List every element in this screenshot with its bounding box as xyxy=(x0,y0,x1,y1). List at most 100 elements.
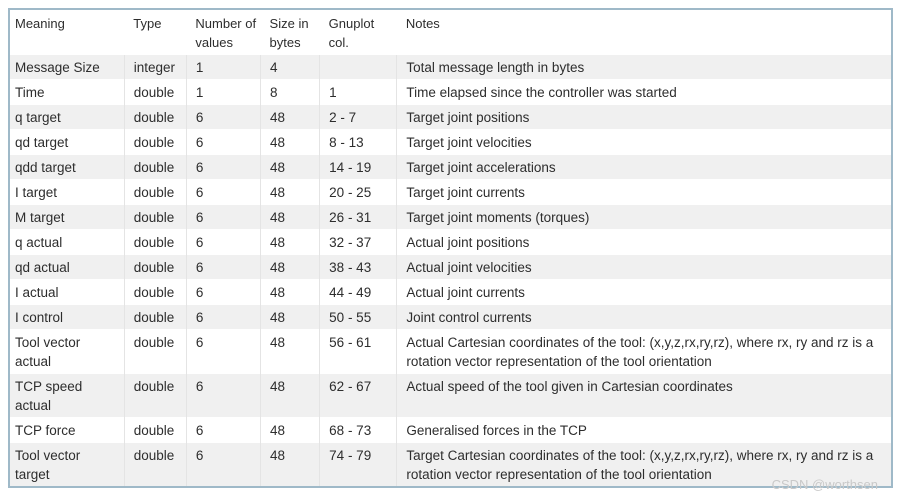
cell-meaning: M target xyxy=(9,204,125,230)
cell-gnuplot: 50 - 55 xyxy=(319,304,397,330)
cell-size_bytes: 8 xyxy=(260,79,320,105)
cell-size_bytes: 48 xyxy=(260,154,320,180)
cell-num_values: 6 xyxy=(185,154,261,180)
table-row: Message Size integer 1 4 Total message lengt… xyxy=(9,54,892,80)
cell-type: double xyxy=(123,279,187,305)
message-format-table: Meaning Type Number of values Size in bytes… xyxy=(8,8,893,488)
cell-size_bytes: 48 xyxy=(260,129,320,155)
cell-size_bytes: 48 xyxy=(260,254,320,280)
cell-size_bytes: 48 xyxy=(260,304,320,330)
cell-type: double xyxy=(123,79,187,105)
column-header-size_bytes: Size in bytes xyxy=(260,9,320,55)
cell-notes: Actual joint positions xyxy=(396,229,892,255)
table-row: qd target double 6 48 8 - 13 Target joint vel… xyxy=(9,129,892,155)
cell-type: double xyxy=(123,304,187,330)
cell-notes: Target joint moments (torques) xyxy=(396,204,892,230)
cell-meaning: TCP force xyxy=(9,417,125,443)
cell-num_values: 6 xyxy=(185,373,261,418)
column-header-gnuplot: Gnuplot col. xyxy=(319,9,397,55)
table-row: q actual double 6 48 32 - 37 Actual joint pos… xyxy=(9,229,892,255)
table-row: q target double 6 48 2 - 7 Target joint posit… xyxy=(9,104,892,130)
cell-size_bytes: 48 xyxy=(260,204,320,230)
cell-notes: Target joint velocities xyxy=(396,129,892,155)
table-row: TCP force double 6 48 68 - 73 Generalised for… xyxy=(9,417,892,443)
cell-gnuplot: 14 - 19 xyxy=(319,154,397,180)
cell-size_bytes: 48 xyxy=(260,329,320,374)
cell-num_values: 6 xyxy=(185,254,261,280)
cell-notes: Joint control currents xyxy=(396,304,892,330)
cell-gnuplot: 62 - 67 xyxy=(319,373,397,418)
cell-gnuplot: 8 - 13 xyxy=(319,129,397,155)
column-header-notes: Notes xyxy=(396,9,892,55)
cell-type: double xyxy=(123,254,187,280)
cell-gnuplot: 74 - 79 xyxy=(319,442,397,487)
table-row: I actual double 6 48 44 - 49 Actual joint cur… xyxy=(9,279,892,305)
cell-num_values: 1 xyxy=(185,54,261,80)
cell-size_bytes: 48 xyxy=(260,179,320,205)
cell-type: double xyxy=(123,229,187,255)
table-row: Time double 1 8 1 Time elapsed since the cont… xyxy=(9,79,892,105)
table-row: TCP speed actual double 6 48 62 - 67 Actual s… xyxy=(9,373,892,418)
cell-gnuplot: 20 - 25 xyxy=(319,179,397,205)
cell-meaning: I target xyxy=(9,179,125,205)
cell-gnuplot: 38 - 43 xyxy=(319,254,397,280)
cell-size_bytes: 48 xyxy=(260,373,320,418)
cell-type: double xyxy=(123,104,187,130)
cell-size_bytes: 48 xyxy=(260,417,320,443)
cell-type: double xyxy=(123,154,187,180)
cell-num_values: 6 xyxy=(185,204,261,230)
cell-meaning: q actual xyxy=(9,229,125,255)
cell-type: integer xyxy=(123,54,187,80)
cell-notes: Total message length in bytes xyxy=(396,54,892,80)
cell-type: double xyxy=(123,329,187,374)
column-header-num_values: Number of values xyxy=(186,9,261,55)
cell-gnuplot: 26 - 31 xyxy=(319,204,397,230)
cell-meaning: Tool vector actual xyxy=(9,329,125,374)
cell-type: double xyxy=(123,179,187,205)
cell-notes: Target joint currents xyxy=(396,179,892,205)
cell-num_values: 6 xyxy=(185,104,261,130)
cell-meaning: qd target xyxy=(9,129,125,155)
cell-type: double xyxy=(123,373,187,418)
cell-size_bytes: 48 xyxy=(260,442,320,487)
cell-gnuplot: 56 - 61 xyxy=(319,329,397,374)
cell-num_values: 6 xyxy=(185,304,261,330)
cell-meaning: I control xyxy=(9,304,125,330)
cell-meaning: I actual xyxy=(9,279,125,305)
table-row: I target double 6 48 20 - 25 Target joint cur… xyxy=(9,179,892,205)
cell-num_values: 6 xyxy=(185,417,261,443)
cell-meaning: Time xyxy=(9,79,125,105)
cell-num_values: 6 xyxy=(185,442,261,487)
cell-notes: Target joint positions xyxy=(396,104,892,130)
cell-gnuplot: 44 - 49 xyxy=(319,279,397,305)
cell-meaning: qd actual xyxy=(9,254,125,280)
cell-gnuplot: 32 - 37 xyxy=(319,229,397,255)
cell-gnuplot xyxy=(319,54,397,80)
cell-num_values: 6 xyxy=(185,229,261,255)
cell-size_bytes: 48 xyxy=(260,279,320,305)
cell-notes: Actual speed of the tool given in Cartes… xyxy=(396,373,892,418)
cell-meaning: TCP speed actual xyxy=(9,373,125,418)
cell-size_bytes: 4 xyxy=(260,54,320,80)
table-body: Message Size integer 1 4 Total message lengt… xyxy=(9,54,892,487)
cell-gnuplot: 68 - 73 xyxy=(319,417,397,443)
cell-gnuplot: 2 - 7 xyxy=(319,104,397,130)
cell-notes: Actual Cartesian coordinates of the tool… xyxy=(396,329,892,374)
cell-num_values: 6 xyxy=(185,129,261,155)
cell-meaning: qdd target xyxy=(9,154,125,180)
cell-meaning: q target xyxy=(9,104,125,130)
cell-notes: Target Cartesian coordinates of the tool… xyxy=(396,442,892,487)
cell-meaning: Message Size xyxy=(9,54,125,80)
table-row: I control double 6 48 50 - 55 Joint control c… xyxy=(9,304,892,330)
cell-meaning: Tool vector target xyxy=(9,442,125,487)
table-header-row: Meaning Type Number of values Size in bytes… xyxy=(9,9,892,55)
column-header-type: Type xyxy=(124,9,187,55)
table-row: Tool vector actual double 6 48 56 - 61 Actual… xyxy=(9,329,892,374)
table-row: qd actual double 6 48 38 - 43 Actual joint ve… xyxy=(9,254,892,280)
table-row: qdd target double 6 48 14 - 19 Target joint a… xyxy=(9,154,892,180)
cell-num_values: 6 xyxy=(185,329,261,374)
cell-size_bytes: 48 xyxy=(260,104,320,130)
cell-notes: Generalised forces in the TCP xyxy=(396,417,892,443)
cell-size_bytes: 48 xyxy=(260,229,320,255)
cell-type: double xyxy=(123,417,187,443)
